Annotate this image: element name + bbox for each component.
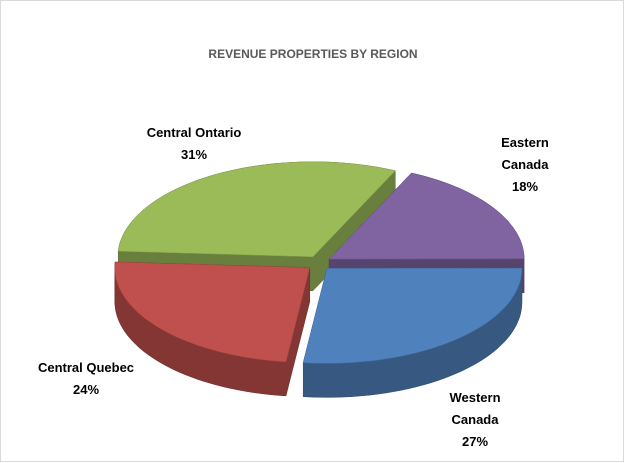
data-label: Central Quebec 24% bbox=[21, 357, 151, 401]
slice bbox=[302, 267, 523, 364]
slice bbox=[328, 172, 525, 260]
data-label: Central Ontario 31% bbox=[119, 122, 269, 166]
category-label: Central Ontario bbox=[146, 125, 242, 140]
data-label: Western Canada 27% bbox=[435, 387, 515, 453]
value-label: 18% bbox=[511, 179, 539, 194]
chart-title: REVENUE PROPERTIES BY REGION bbox=[208, 47, 418, 61]
category-label: Western Canada bbox=[449, 390, 501, 427]
value-label: 31% bbox=[180, 147, 208, 162]
slice bbox=[117, 161, 396, 258]
value-label: 24% bbox=[72, 382, 100, 397]
slice bbox=[114, 261, 311, 363]
data-label: Eastern Canada 18% bbox=[485, 132, 565, 198]
category-label: Central Quebec bbox=[37, 360, 135, 375]
category-label: Eastern Canada bbox=[501, 135, 549, 172]
value-label: 27% bbox=[461, 434, 489, 449]
